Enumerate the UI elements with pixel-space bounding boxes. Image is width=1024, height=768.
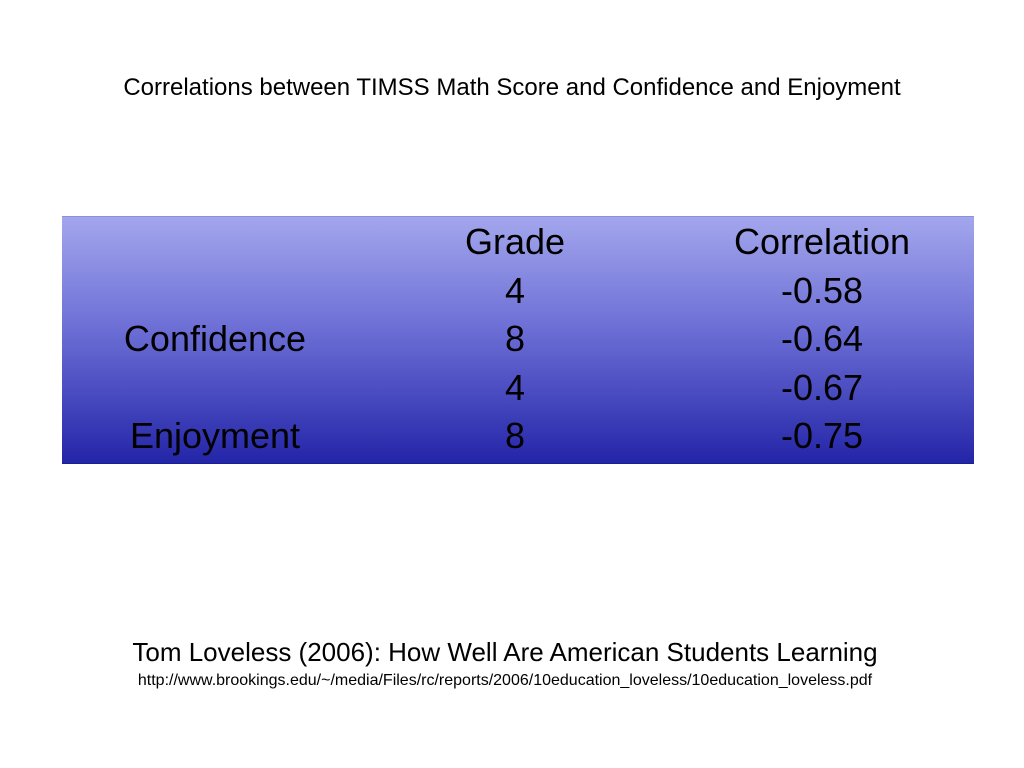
correlation-cell: -0.58 [780, 269, 864, 311]
slide-title: Correlations between TIMSS Math Score an… [123, 74, 901, 101]
grade-cell: 4 [504, 269, 526, 311]
grade-column: Grade 4 8 4 8 [452, 218, 578, 461]
source-citation: Tom Loveless (2006): How Well Are Americ… [132, 637, 878, 667]
correlation-table: Confidence Enjoyment Grade 4 8 4 8 Corre… [62, 216, 974, 464]
source-url[interactable]: http://www.brookings.edu/~/media/Files/r… [137, 672, 873, 689]
row-label-cell: Confidence [123, 318, 307, 359]
correlation-column: Correlation -0.58 -0.64 -0.67 -0.75 [702, 218, 942, 461]
row-label-cell: Enjoyment [129, 415, 301, 456]
row-label-cell [62, 267, 368, 316]
category-column: Confidence Enjoyment [62, 218, 368, 461]
grade-cell: 8 [504, 318, 526, 359]
row-label-cell [62, 364, 368, 413]
correlation-cell: -0.64 [780, 318, 864, 359]
correlation-header: Correlation [733, 221, 911, 262]
grade-cell: 8 [504, 415, 526, 456]
header-label-cell [62, 218, 368, 267]
correlation-cell: -0.75 [780, 415, 864, 456]
grade-header: Grade [464, 221, 566, 262]
correlation-cell: -0.67 [780, 366, 864, 408]
grade-cell: 4 [504, 366, 526, 408]
